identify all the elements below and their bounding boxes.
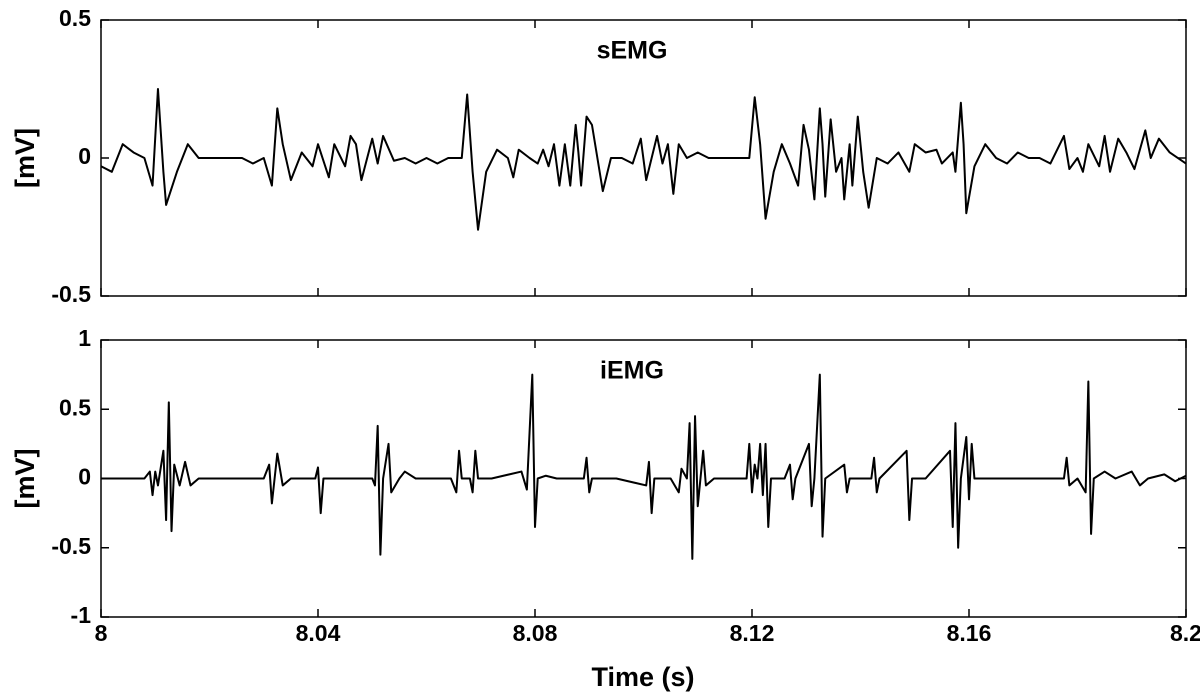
panel-title: iEMG — [600, 357, 664, 385]
y-axis-label: [mV] — [10, 128, 40, 188]
x-tick-label: 8.04 — [296, 620, 341, 646]
y-tick-label: -0.5 — [51, 533, 91, 559]
y-tick-label: 0 — [78, 464, 91, 490]
y-tick-label: 0.5 — [59, 5, 91, 31]
x-axis-label: Time (s) — [591, 662, 694, 692]
signal-line — [101, 373, 1187, 560]
x-tick-label: 8.16 — [947, 620, 992, 646]
y-tick-label: 0.5 — [59, 394, 91, 420]
y-tick-label: 1 — [78, 325, 91, 351]
x-tick-label: 8 — [95, 620, 108, 646]
y-tick-label: 0 — [78, 143, 91, 169]
signal-line — [100, 88, 1187, 231]
x-tick-label: 8.08 — [513, 620, 558, 646]
x-tick-label: 8.12 — [730, 620, 775, 646]
y-axis-label: [mV] — [10, 449, 40, 509]
y-tick-label: -0.5 — [51, 281, 91, 307]
y-tick-label: -1 — [71, 602, 92, 628]
x-tick-label: 8.2 — [1170, 620, 1200, 646]
panel-title: sEMG — [597, 37, 668, 65]
